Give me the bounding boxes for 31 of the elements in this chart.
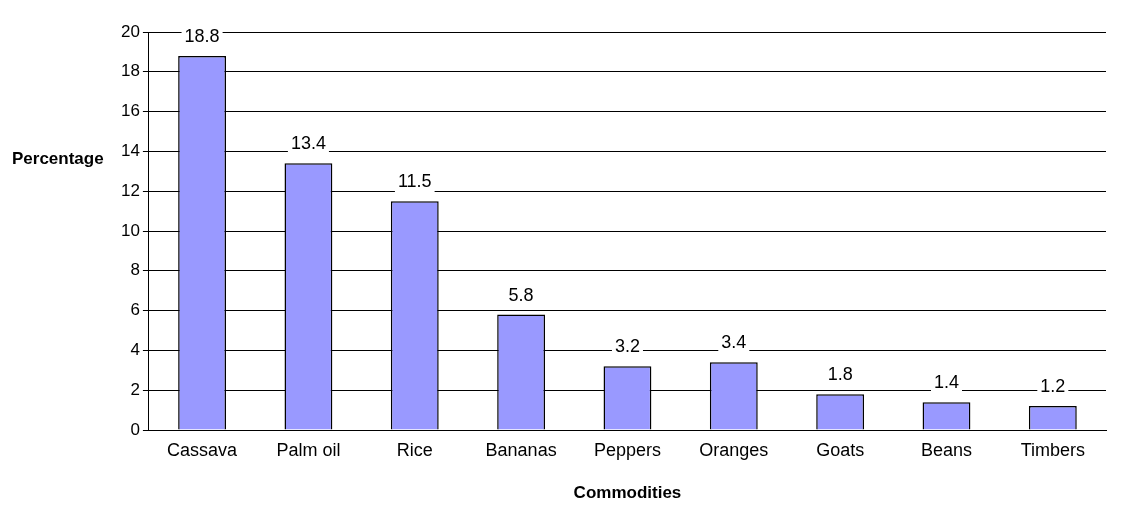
y-tick-label: 6	[130, 300, 140, 320]
y-tick-label: 8	[130, 260, 140, 280]
x-tick-label: Peppers	[593, 439, 661, 460]
data-label: 5.8	[508, 284, 534, 305]
y-tick-label: 14	[120, 141, 140, 161]
y-tick-label: 20	[120, 21, 140, 41]
y-tick-label: 16	[120, 101, 140, 121]
data-label: 3.4	[721, 332, 747, 353]
data-label: 18.8	[184, 25, 220, 46]
x-tick-label: Palm oil	[276, 439, 341, 460]
y-tick-label: 18	[120, 61, 140, 81]
y-tick-label: 12	[120, 180, 140, 200]
x-tick-label: Bananas	[485, 439, 557, 460]
data-label: 1.8	[827, 364, 853, 385]
x-tick-label: Goats	[816, 439, 865, 460]
x-tick-label: Beans	[920, 439, 973, 460]
x-tick-label: Oranges	[699, 439, 769, 460]
y-tick-label: 2	[130, 379, 140, 399]
data-label: 13.4	[290, 133, 326, 154]
x-tick-label: Cassava	[167, 439, 239, 460]
y-tick-label: 10	[120, 220, 140, 240]
y-tick-label: 0	[130, 419, 140, 439]
x-axis-title: Commodities	[573, 483, 682, 503]
data-label: 3.2	[614, 336, 640, 357]
data-label: 1.2	[1040, 376, 1066, 397]
y-tick-label: 4	[130, 340, 140, 360]
x-tick-label: Rice	[396, 439, 433, 460]
data-label: 1.4	[933, 372, 959, 393]
y-axis-title: Percentage	[12, 149, 104, 169]
data-label: 11.5	[397, 171, 432, 192]
x-tick-label: Timbers	[1020, 439, 1085, 460]
